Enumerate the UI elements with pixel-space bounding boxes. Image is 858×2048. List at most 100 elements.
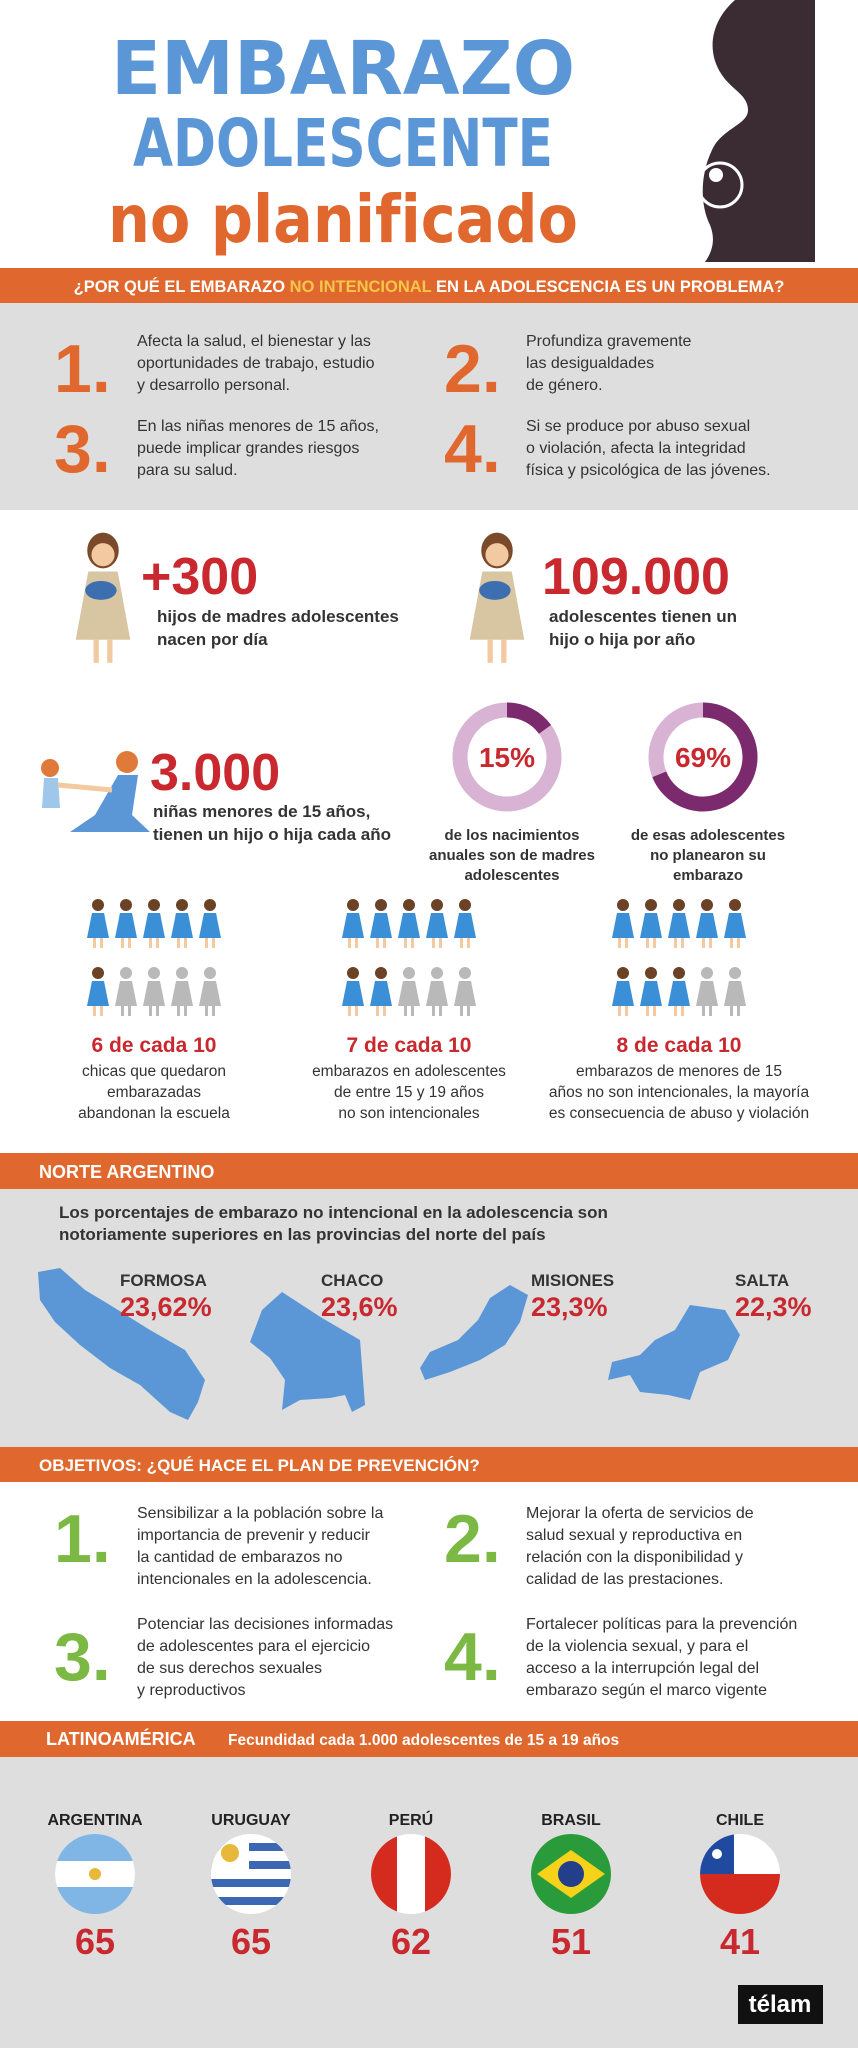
- person-head: [204, 967, 216, 979]
- person-leg: [730, 1006, 733, 1016]
- item-number: 4.: [444, 411, 501, 487]
- item-text: la cantidad de embarazos no: [137, 1549, 343, 1566]
- person-head: [617, 967, 629, 979]
- person-leg: [681, 1006, 684, 1016]
- donut-label: 15%: [479, 742, 535, 773]
- person-head: [120, 967, 132, 979]
- province-value: 23,6%: [321, 1292, 398, 1322]
- person-head: [459, 967, 471, 979]
- person-body: [342, 981, 364, 1006]
- person-body: [724, 913, 746, 938]
- person-leg: [709, 1006, 712, 1016]
- person-head: [673, 967, 685, 979]
- person-head: [148, 899, 160, 911]
- person-leg: [432, 1006, 435, 1016]
- stat-text: adolescentes tienen un: [549, 607, 737, 626]
- item-text: de género.: [526, 377, 603, 394]
- problem-bg: [0, 303, 858, 510]
- item-text: de adolescentes para el ejercicio: [137, 1638, 370, 1655]
- item-text: o violación, afecta la integridad: [526, 440, 746, 457]
- ratio-text: abandonan la escuela: [78, 1105, 230, 1122]
- province-value: 22,3%: [735, 1292, 812, 1322]
- silhouette: [702, 0, 815, 262]
- icon-leg: [93, 639, 99, 663]
- country-name: BRASIL: [541, 1812, 601, 1829]
- item-text: Afecta la salud, el bienestar y las: [137, 333, 371, 350]
- icon-baby: [479, 580, 511, 600]
- person-leg: [205, 1006, 208, 1016]
- section-subheading: Fecundidad cada 1.000 adolescentes de 15…: [228, 1732, 619, 1749]
- section-heading: ¿POR QUÉ EL EMBARAZO NO INTENCIONAL EN L…: [74, 277, 785, 296]
- ratio-label: 6 de cada 10: [92, 1034, 217, 1057]
- person-leg: [618, 938, 621, 948]
- person-leg: [156, 1006, 159, 1016]
- person-leg: [702, 1006, 705, 1016]
- heading-part: NO INTENCIONAL: [290, 278, 432, 296]
- person-body: [398, 913, 420, 938]
- icon-body: [42, 778, 60, 808]
- item-number: 3.: [54, 411, 111, 487]
- person-leg: [149, 1006, 152, 1016]
- person-leg: [100, 938, 103, 948]
- province-salta: [608, 1305, 740, 1400]
- person-leg: [93, 1006, 96, 1016]
- section-heading: NORTE ARGENTINO: [39, 1162, 214, 1182]
- logo-box: [738, 1985, 823, 2024]
- person-leg: [121, 1006, 124, 1016]
- person-leg: [681, 938, 684, 948]
- flag-stripe: [211, 1861, 291, 1869]
- person-head: [673, 899, 685, 911]
- country-value: 65: [75, 1921, 115, 1962]
- item-text: y desarrollo personal.: [137, 377, 290, 394]
- stat-text: tienen un hijo o hija cada año: [153, 825, 391, 844]
- person-leg: [618, 1006, 621, 1016]
- ratio-text: años no son intencionales, la mayoría: [549, 1084, 810, 1101]
- donut-text: de los nacimientos: [444, 827, 579, 844]
- person-head: [375, 967, 387, 979]
- person-leg: [184, 1006, 187, 1016]
- person-body: [87, 981, 109, 1006]
- person-body: [143, 913, 165, 938]
- person-head: [729, 967, 741, 979]
- ratio-label: 8 de cada 10: [617, 1034, 742, 1057]
- person-head: [176, 899, 188, 911]
- province-misiones: [420, 1285, 528, 1380]
- donut-text: embarazo: [673, 867, 743, 884]
- person-leg: [205, 938, 208, 948]
- province-name: CHACO: [321, 1271, 383, 1290]
- person-body: [171, 981, 193, 1006]
- stat-text: nacen por día: [157, 630, 268, 649]
- silhouette-baby: [709, 168, 723, 182]
- person-leg: [653, 938, 656, 948]
- flag-star: [712, 1849, 722, 1859]
- person-leg: [439, 1006, 442, 1016]
- country-value: 41: [720, 1921, 760, 1962]
- north-text: Los porcentajes de embarazo no intencion…: [59, 1203, 608, 1222]
- section-bar: [0, 268, 858, 303]
- icon-arm: [57, 782, 113, 793]
- person-body: [426, 913, 448, 938]
- person-head: [92, 899, 104, 911]
- person-head: [347, 899, 359, 911]
- person-leg: [625, 1006, 628, 1016]
- person-leg: [376, 1006, 379, 1016]
- item-text: intencionales en la adolescencia.: [137, 1571, 372, 1588]
- province-chaco: [250, 1292, 365, 1412]
- person-head: [645, 967, 657, 979]
- ratio-text: embarazadas: [107, 1084, 201, 1101]
- north-text: notoriamente superiores en las provincia…: [59, 1225, 546, 1244]
- item-text: importancia de prevenir y reducir: [137, 1527, 371, 1544]
- person-leg: [737, 1006, 740, 1016]
- province-name: FORMOSA: [120, 1271, 207, 1290]
- country-name: URUGUAY: [211, 1812, 291, 1829]
- donut-text: adolescentes: [464, 867, 559, 884]
- person-leg: [404, 938, 407, 948]
- item-text: física y psicológica de las jóvenes.: [526, 462, 771, 479]
- person-body: [696, 913, 718, 938]
- item-number: 4.: [444, 1619, 501, 1695]
- person-leg: [93, 938, 96, 948]
- ratio-text: de entre 15 y 19 años: [334, 1084, 484, 1101]
- person-body: [612, 981, 634, 1006]
- person-head: [92, 967, 104, 979]
